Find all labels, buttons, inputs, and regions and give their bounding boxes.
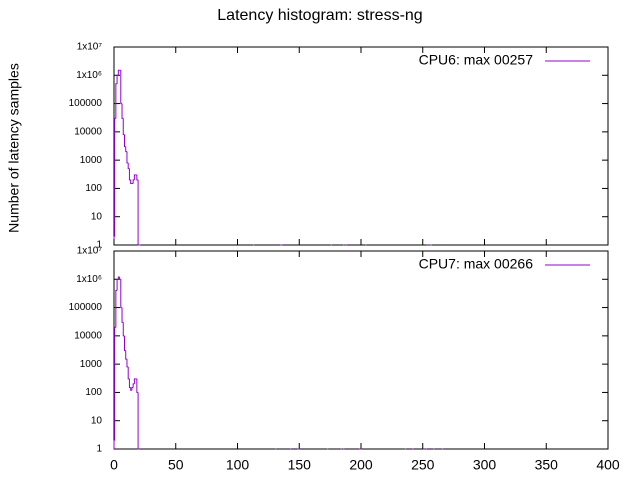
histogram-bin	[125, 146, 127, 153]
histogram-bin	[114, 117, 116, 237]
histogram-bin	[131, 386, 134, 391]
y-tick-label: 100000	[69, 302, 103, 313]
histogram-bin	[127, 162, 130, 170]
y-tick-label: 10000	[74, 126, 102, 137]
histogram-bin	[117, 69, 120, 76]
histogram-bin	[119, 277, 121, 280]
histogram-bin	[127, 366, 130, 380]
histogram-bin	[130, 179, 132, 184]
y-tick-label: 1x10⁷	[77, 246, 103, 257]
histogram-bin	[132, 179, 135, 184]
histogram-bin	[126, 151, 129, 164]
histogram-bin	[122, 322, 125, 337]
histogram-bin	[128, 168, 131, 181]
histogram-bin	[130, 387, 132, 391]
histogram-bin	[123, 134, 126, 148]
plot-border	[113, 46, 609, 246]
histogram-bin	[123, 335, 126, 352]
histogram-bin	[117, 276, 120, 280]
histogram-bin	[115, 290, 118, 328]
histogram-bin	[114, 326, 116, 441]
legend-label: CPU7: max 00266	[419, 256, 534, 272]
histogram-bin	[137, 392, 140, 450]
histogram-bin	[121, 103, 124, 119]
histogram-bin	[113, 439, 115, 449]
histogram-bin	[136, 174, 139, 181]
x-tick-label: 100	[226, 457, 250, 473]
histogram-bin	[122, 118, 125, 136]
x-tick-label: 150	[288, 457, 312, 473]
x-tick-label: 350	[535, 457, 559, 473]
y-axis-label: Number of latency samples	[6, 63, 22, 233]
plot-border	[113, 250, 609, 450]
histogram-bin	[126, 359, 129, 368]
y-tick-label: 1	[96, 240, 102, 251]
histogram-bin	[116, 278, 119, 291]
y-tick-label: 1000	[80, 359, 103, 370]
y-tick-label: 100	[85, 387, 102, 398]
y-tick-label: 1000	[80, 155, 103, 166]
histogram-bin	[120, 279, 123, 309]
histogram-bin	[125, 350, 127, 360]
y-tick-label: 10000	[74, 330, 102, 341]
y-tick-label: 10	[91, 415, 103, 426]
histogram-bin	[132, 383, 135, 388]
histogram-bin	[136, 378, 139, 393]
x-tick-label: 250	[411, 457, 435, 473]
legend-label: CPU6: max 00257	[419, 52, 534, 68]
histogram-bin	[116, 74, 119, 84]
histogram-bin	[121, 307, 124, 323]
histogram-bin	[137, 179, 140, 246]
y-tick-label: 1x10⁷	[77, 42, 103, 53]
x-tick-label: 50	[168, 457, 184, 473]
y-tick-label: 100	[85, 183, 102, 194]
y-tick-label: 1x10⁶	[76, 70, 102, 81]
x-tick-label: 300	[473, 457, 497, 473]
histogram-bin	[120, 70, 123, 105]
x-tick-label: 400	[596, 457, 620, 473]
x-tick-label: 0	[110, 457, 118, 473]
histogram-bin	[133, 378, 136, 384]
histogram-bin	[128, 378, 131, 388]
x-tick-label: 200	[349, 457, 373, 473]
y-tick-label: 1	[96, 444, 102, 455]
histogram-bin	[133, 174, 136, 180]
y-tick-label: 100000	[69, 98, 103, 109]
y-tick-label: 10	[91, 211, 103, 222]
histogram-bin	[115, 83, 118, 119]
chart-title: Latency histogram: stress-ng	[217, 7, 422, 24]
y-tick-label: 1x10⁶	[76, 274, 102, 285]
